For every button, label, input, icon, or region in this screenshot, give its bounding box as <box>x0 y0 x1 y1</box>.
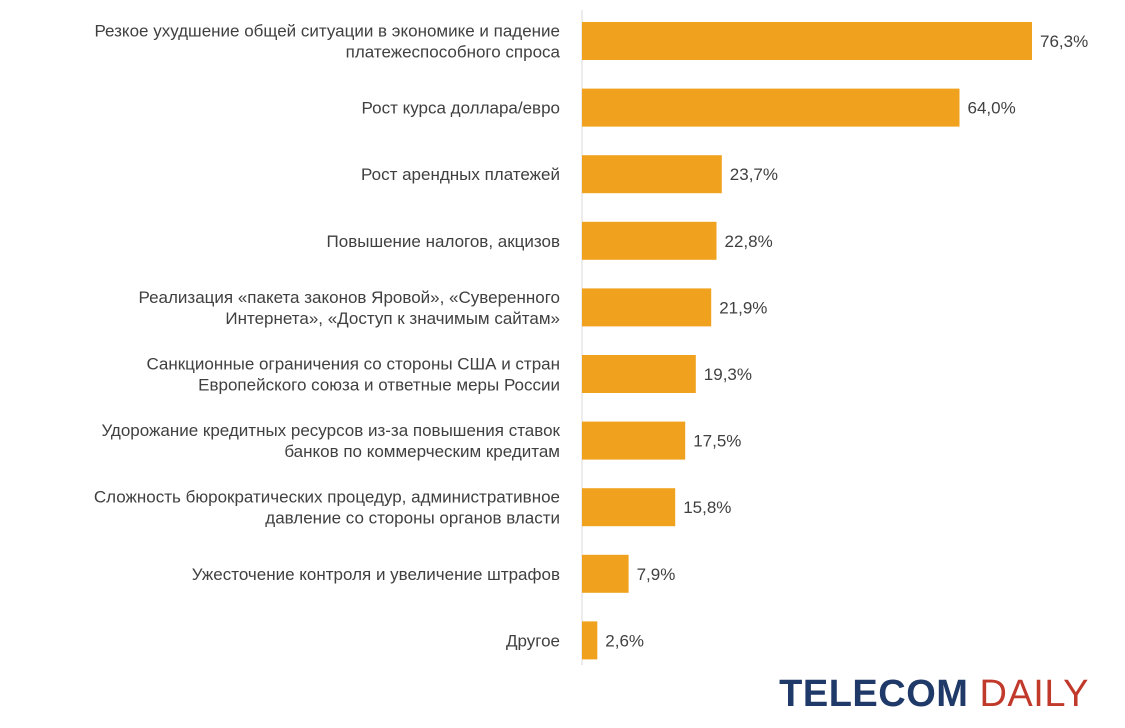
bar-5 <box>582 355 696 393</box>
value-label-0: 76,3% <box>1040 32 1088 51</box>
category-label-7: Сложность бюрократических процедур, адми… <box>94 488 560 528</box>
bar-4 <box>582 288 712 327</box>
value-label-8: 7,9% <box>637 565 676 584</box>
value-label-1: 64,0% <box>968 99 1016 118</box>
category-label-0: Резкое ухудшение общей ситуации в эконом… <box>94 22 560 62</box>
bar-6 <box>582 421 686 460</box>
value-label-3: 22,8% <box>725 232 773 251</box>
category-label-8: Ужесточение контроля и увеличение штрафо… <box>192 565 560 584</box>
bar-9 <box>582 621 598 660</box>
logo-part-telecom: TELECOM <box>779 673 969 715</box>
bar-3 <box>582 221 717 260</box>
logo-part-daily: DAILY <box>979 673 1089 715</box>
category-label-2: Рост арендных платежей <box>361 165 560 184</box>
value-label-7: 15,8% <box>683 498 731 517</box>
bar-8 <box>582 554 629 593</box>
category-label-5: Санкционные ограничения со стороны США и… <box>146 355 560 395</box>
bar-7 <box>582 488 676 527</box>
value-label-6: 17,5% <box>693 432 741 451</box>
category-label-1: Рост курса доллара/евро <box>362 99 560 118</box>
category-label-9: Другое <box>506 631 560 650</box>
value-label-4: 21,9% <box>719 298 767 317</box>
value-label-2: 23,7% <box>730 165 778 184</box>
category-label-4: Реализация «пакета законов Яровой», «Сув… <box>139 288 561 328</box>
category-label-3: Повышение налогов, акцизов <box>327 232 560 251</box>
category-label-6: Удорожание кредитных ресурсов из-за повы… <box>101 421 560 461</box>
telecom-daily-logo: TELECOM DAILY <box>779 673 1089 716</box>
value-label-9: 2,6% <box>605 631 644 650</box>
bar-0 <box>582 22 1032 60</box>
bar-2 <box>582 155 722 194</box>
value-label-5: 19,3% <box>704 365 752 384</box>
bar-1 <box>582 88 960 127</box>
